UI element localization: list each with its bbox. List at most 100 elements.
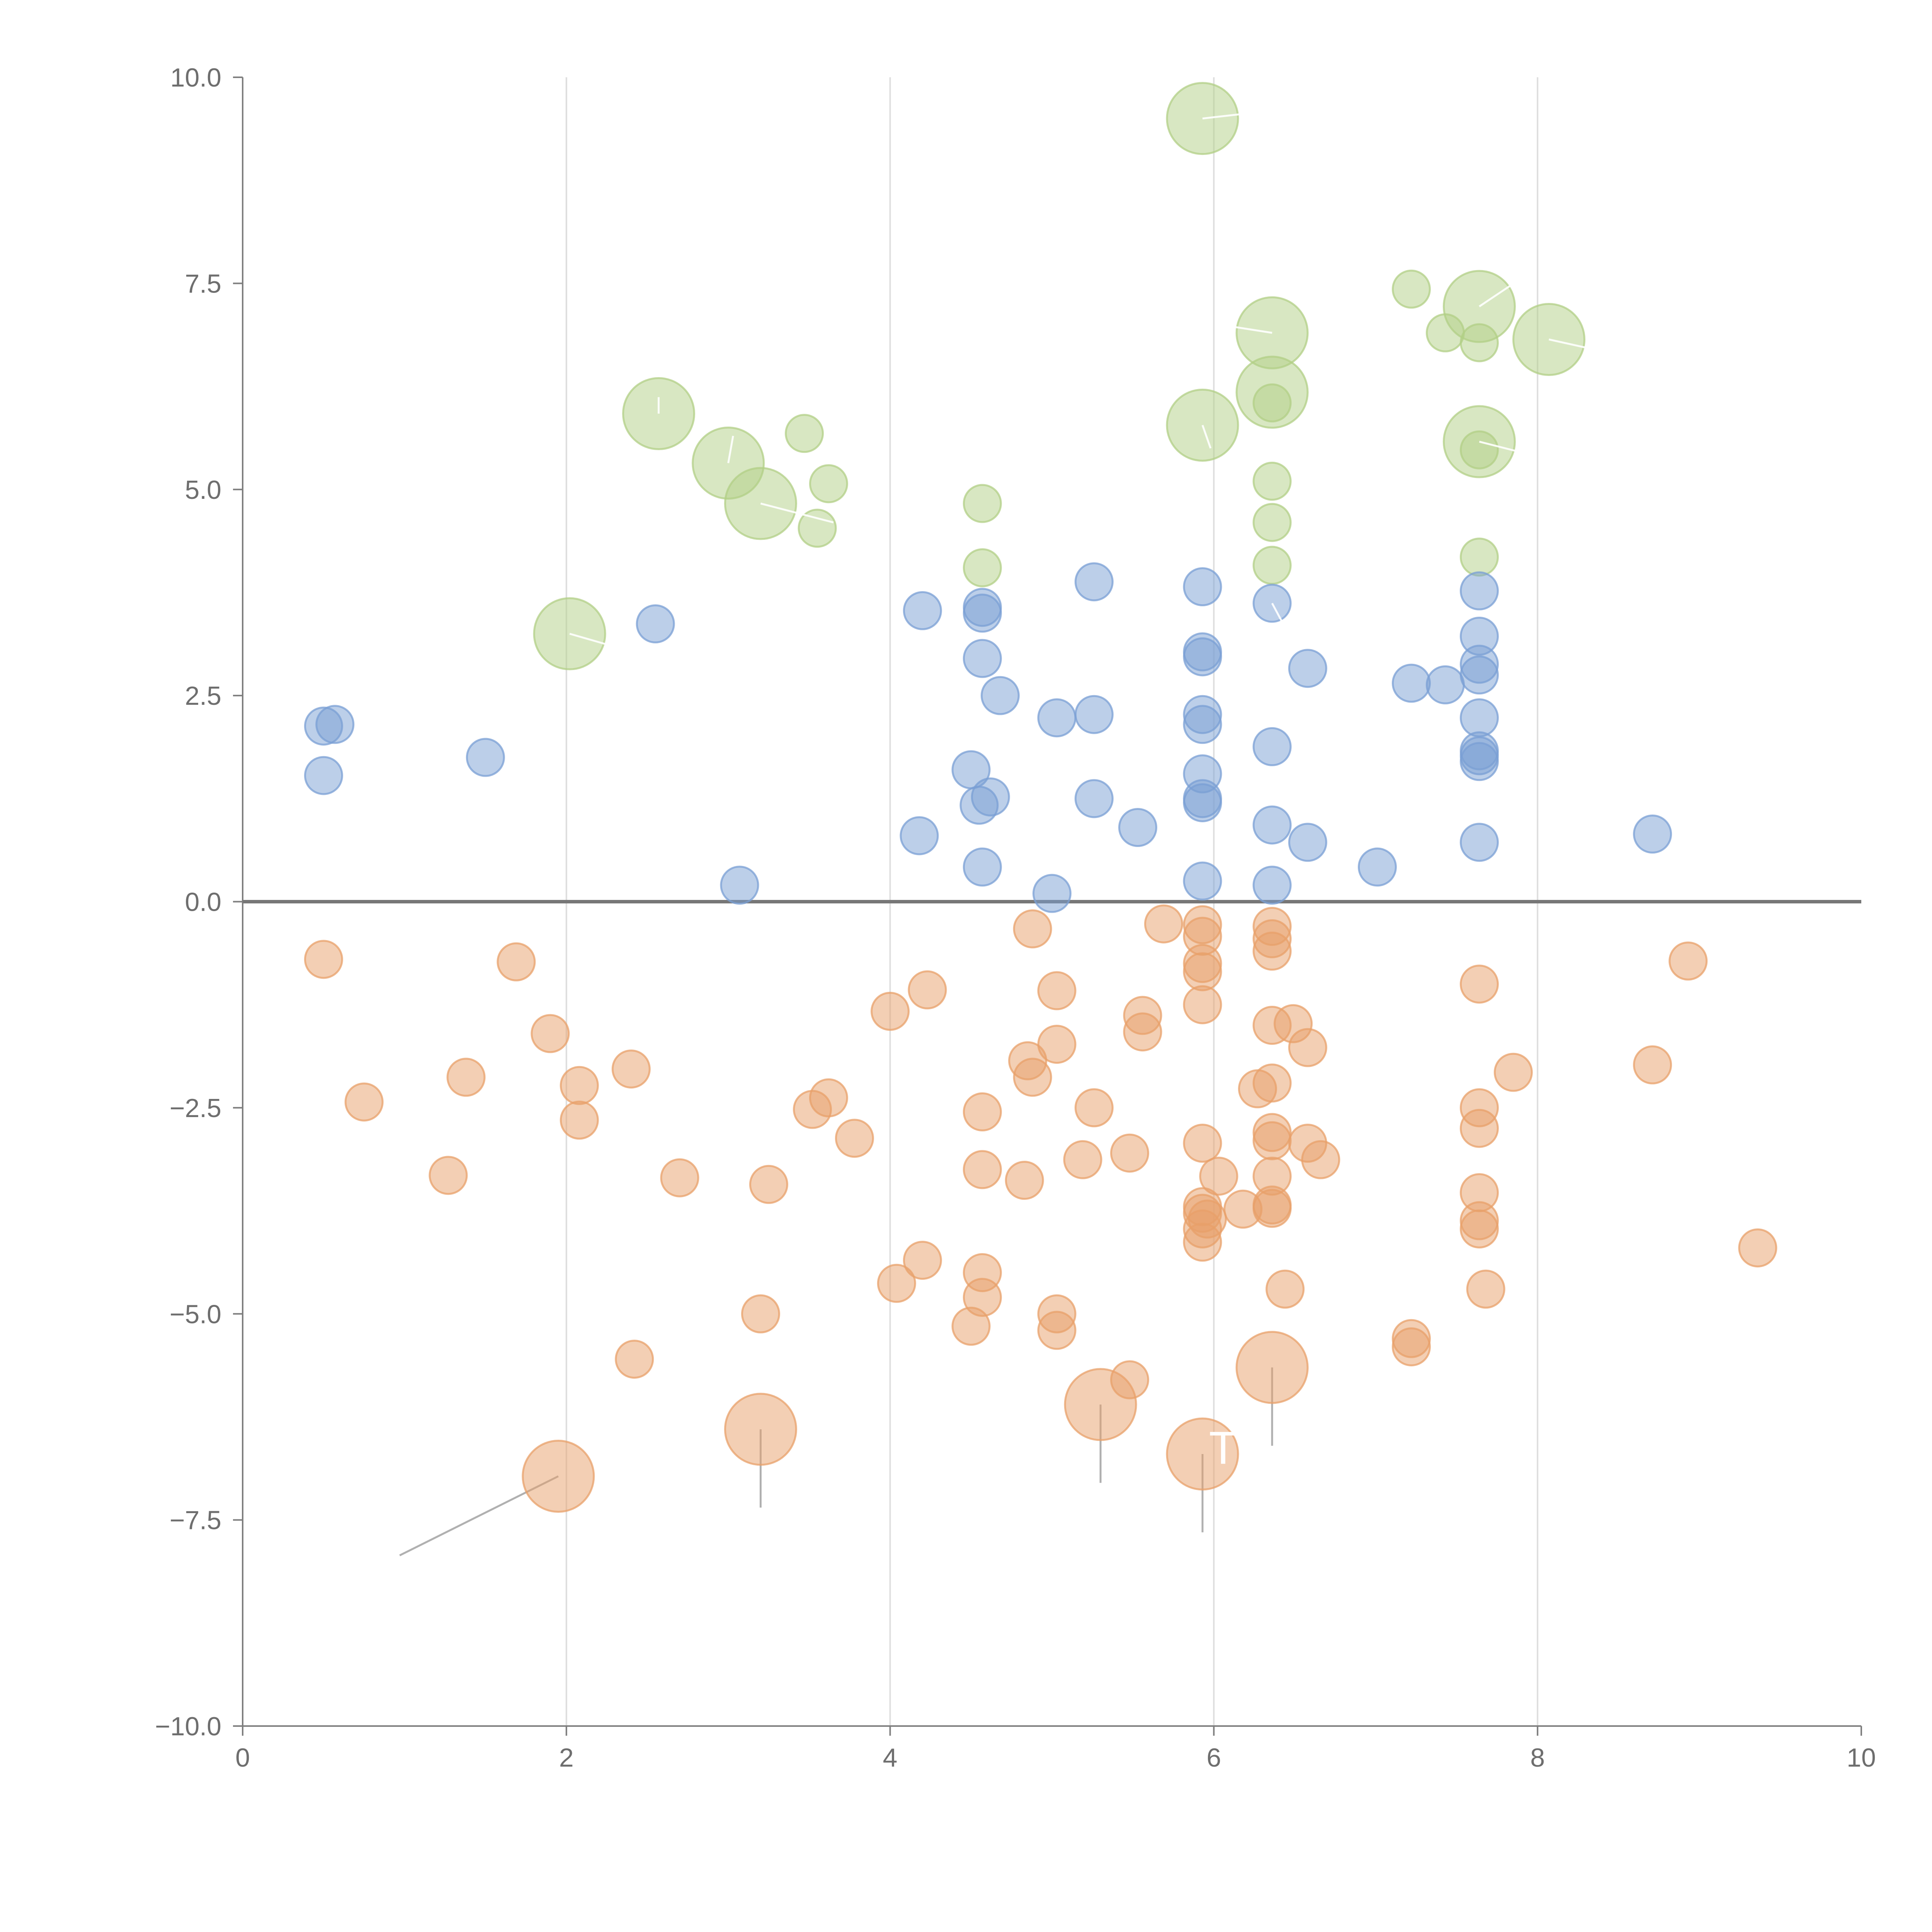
positive-bubble-24 [1183,705,1222,744]
positive-bubble-20 [1037,698,1077,738]
negative-bubble-46 [1110,1133,1150,1173]
y-tick-label-1: 7.5 [185,269,221,298]
high-bubble-20 [1252,503,1292,542]
negative-bubble-29 [446,1058,486,1097]
positive-bubble-39 [1118,808,1158,847]
negative-bubble-38 [963,1092,1002,1132]
negative-bubble-37 [793,1090,832,1129]
highlight-stroke-10 [1271,602,1283,622]
bubble-highlights [569,112,1587,646]
high-bubble-9 [1252,383,1292,423]
y-tick-label-7: −7.5 [170,1506,221,1535]
negative-bubble-27 [1493,1053,1533,1092]
positive-bubble-4 [903,591,942,630]
negative-bubble-2 [1144,904,1184,944]
negative-bubble-74 [741,1294,780,1333]
negative-bubble-66 [1183,1223,1222,1262]
y-tick-label-5: −2.5 [170,1094,221,1123]
negative-bubble-76 [951,1306,991,1346]
negative-bubble-21 [531,1014,570,1053]
negative-bubble-71 [1265,1269,1305,1309]
negative-bubble-85 [1166,1417,1239,1491]
tick-labels: 0 2 4 6 8 10 10.0 7.5 5.0 2.5 0.0 −2.5 −5.0 −7.5 −10.0 [155,63,1876,1772]
positive-bubble-19 [1074,695,1114,734]
negative-bubble-20 [1123,1012,1162,1052]
negative-bubble-7 [304,940,343,979]
positive-bubble-10 [1183,637,1222,677]
x-tick-label-4: 8 [1530,1743,1545,1772]
negative-bubble-28 [1013,1058,1052,1097]
negative-bubble-35 [1074,1088,1114,1128]
negative-bubble-83 [1064,1368,1137,1441]
positive-bubble-41 [1633,815,1672,854]
high-bubble-6 [1459,323,1499,362]
positive-bubble-32 [304,756,343,795]
x-tick-label-2: 4 [883,1743,898,1772]
negative-bubble-44 [1183,1124,1222,1163]
positive-bubble-48 [720,866,759,905]
highlight-stroke-5 [1201,425,1212,449]
negative-bubble-77 [1037,1311,1077,1350]
highlight-stroke-6 [1479,440,1522,454]
positive-bubble-34 [1074,779,1114,818]
negative-bubble-25 [1633,1045,1672,1085]
negative-bubble-65 [1459,1209,1499,1248]
positive-bubble-49 [1032,874,1071,913]
positive-bubble-21 [1459,698,1499,738]
high-bubble-22 [1252,546,1292,585]
negative-bubble-3 [1013,909,1052,949]
positive-bubble-11 [963,639,1002,678]
positive-bubble-16 [1425,665,1465,704]
y-tick-label-6: −5.0 [170,1299,221,1329]
positive-bubble-7 [636,604,675,644]
positive-bubble-28 [466,738,505,777]
positive-bubble-2 [1459,571,1499,611]
negative-bubble-60 [1223,1189,1263,1229]
highlight-stroke-3 [1548,338,1587,349]
negative-bubble-22 [1037,1025,1077,1064]
x-tick-label-1: 2 [559,1743,574,1772]
high-bubble-16 [1252,461,1292,501]
negative-bubble-40 [1459,1109,1499,1148]
negative-bubble-16 [871,992,910,1031]
positive-bubble-46 [1183,861,1222,901]
high-bubble-19 [798,509,837,548]
high-bubble-18 [963,484,1002,523]
negative-bubble-41 [835,1119,874,1158]
y-tick-label-3: 2.5 [185,681,221,711]
negative-bubble-19 [1252,1006,1292,1045]
high-bubble-21 [1459,537,1499,577]
negative-bubble-55 [749,1165,788,1204]
annotation-label-0: TX [1209,1422,1268,1474]
positive-bubble-13 [1288,649,1327,688]
high-bubble-13 [1459,430,1499,469]
bubbles [304,82,1777,1513]
positive-bubble-38 [1252,805,1292,845]
negative-bubble-8 [497,942,536,981]
y-tick-label-2: 5.0 [185,475,221,505]
y-tick-label-0: 10.0 [170,63,221,92]
negative-bubble-50 [429,1156,468,1195]
y-tick-label-4: 0.0 [185,888,221,917]
highlight-stroke-1 [1479,285,1511,308]
negative-bubble-13 [908,970,947,1010]
positive-bubble-36 [1183,783,1222,822]
negative-bubble-53 [660,1158,699,1197]
positive-bubble-1 [1183,567,1222,607]
negative-bubble-68 [903,1241,942,1280]
negative-bubble-10 [1668,941,1708,981]
negative-bubble-6 [1252,932,1292,971]
positive-bubble-6 [963,594,1002,633]
positive-bubble-37 [959,786,999,825]
high-bubble-15 [809,464,848,503]
positive-bubble-25 [1252,727,1292,766]
highlight-stroke-7 [727,435,734,463]
negative-bubble-33 [344,1082,384,1122]
positive-bubble-17 [980,676,1020,715]
annotations: TX [1209,1422,1268,1474]
positive-bubble-42 [1288,823,1327,862]
highlight-stroke-0 [1202,112,1247,120]
negative-bubble-79 [1391,1327,1431,1367]
highlight-stroke-9 [569,633,607,646]
high-bubble-11 [785,414,824,453]
